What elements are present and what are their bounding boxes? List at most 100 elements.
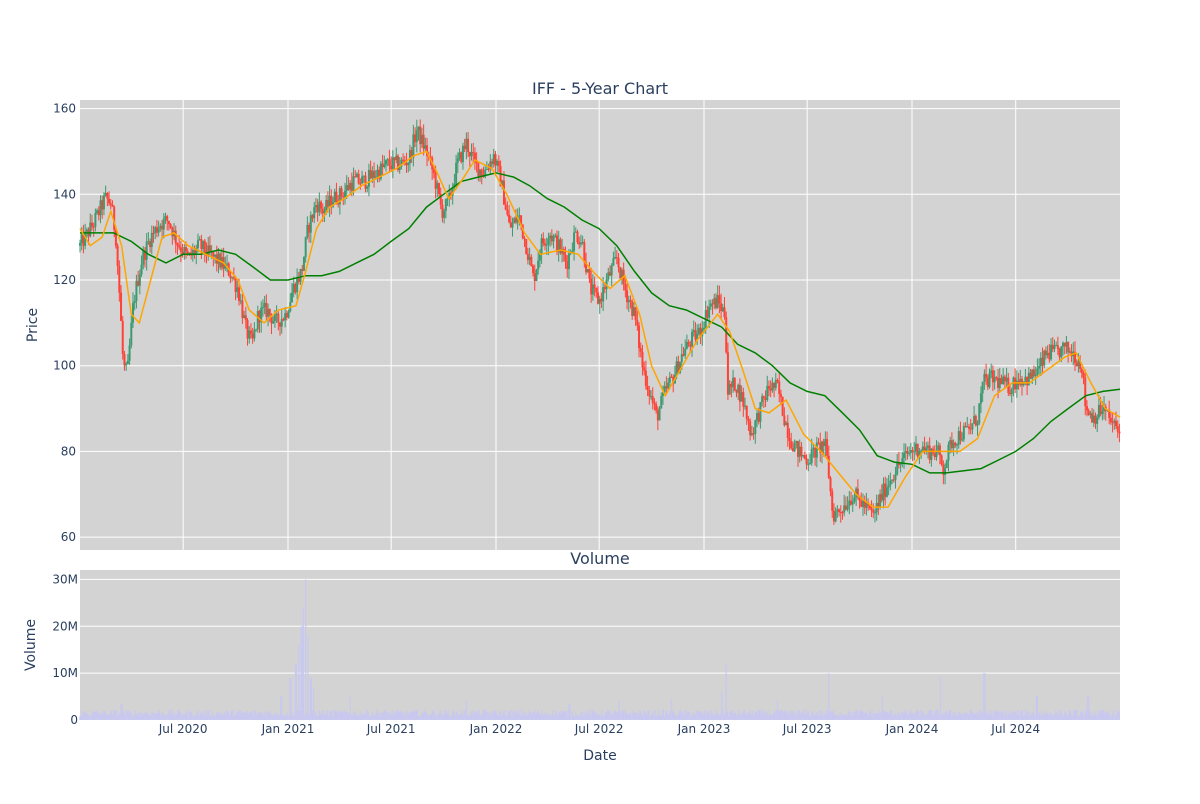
volume-bar [644, 712, 646, 720]
volume-bar [489, 712, 491, 720]
volume-bar [1104, 711, 1106, 720]
candle-body [1034, 374, 1037, 377]
volume-bar [539, 713, 542, 720]
candle-body [224, 264, 227, 269]
volume-bar [498, 710, 501, 720]
candle-body [680, 354, 683, 363]
candle-body [974, 415, 977, 426]
volume-bar [751, 710, 754, 720]
volume-bar [381, 713, 383, 720]
volume-bar [477, 711, 479, 720]
volume-bar [1029, 715, 1032, 720]
volume-bar [183, 714, 185, 720]
volume-bar [627, 714, 629, 720]
volume-bar [677, 713, 679, 720]
volume-bar [1035, 696, 1037, 720]
volume-bar [543, 714, 545, 720]
volume-bar [99, 712, 102, 720]
candle-body [595, 288, 598, 293]
volume-bar [649, 716, 651, 720]
candle-body [1005, 377, 1008, 382]
volume-bar [1091, 714, 1093, 720]
candle-body [555, 235, 558, 252]
volume-bar [323, 710, 325, 720]
volume-bar [955, 715, 958, 720]
volume-bar [423, 709, 425, 720]
volume-bar [530, 713, 532, 720]
candle-body [954, 442, 957, 446]
volume-bar [87, 715, 89, 720]
volume-bar [359, 711, 361, 720]
candle-body [439, 193, 442, 205]
volume-bar [529, 712, 531, 720]
volume-bar [988, 710, 991, 720]
volume-bar [791, 710, 793, 720]
volume-bar [660, 715, 662, 720]
candle-body [918, 451, 921, 457]
volume-bar [106, 715, 108, 720]
volume-bar [219, 714, 221, 720]
candle-body [713, 298, 716, 305]
candle-body [1096, 417, 1099, 424]
volume-bar [673, 711, 675, 720]
candle-body [877, 502, 880, 508]
volume-bar [705, 714, 707, 720]
candle-body [872, 510, 875, 513]
volume-bar [195, 713, 197, 720]
volume-bar [117, 716, 119, 720]
volume-bar [387, 712, 389, 720]
candle-body [844, 505, 847, 510]
candle-body [865, 502, 868, 508]
candle-body [320, 201, 323, 209]
volume-bar [1011, 714, 1013, 720]
volume-bar [915, 711, 918, 720]
candle-body [468, 151, 471, 157]
candle-body [638, 325, 641, 349]
candle-body [354, 176, 357, 178]
volume-bar [858, 710, 861, 720]
candle-body [101, 200, 104, 210]
volume-bar [582, 710, 584, 720]
candle-body [1044, 350, 1047, 356]
candle-body [108, 198, 111, 204]
candle-body [89, 222, 92, 237]
volume-bar [363, 714, 365, 720]
candle-body [116, 245, 119, 267]
volume-bar [143, 714, 145, 720]
volume-bar [1003, 716, 1005, 720]
candle-body [330, 195, 333, 207]
volume-bar [670, 698, 673, 720]
volume-bar [186, 709, 188, 720]
volume-bar [1093, 715, 1095, 720]
volume-bar [1069, 710, 1072, 720]
volume-bar [569, 703, 571, 720]
candle-body [396, 155, 399, 171]
candle-body [600, 298, 603, 302]
volume-bar [866, 713, 869, 720]
volume-bar [803, 709, 805, 720]
price-chart-title: IFF - 5-Year Chart [532, 79, 668, 98]
volume-bar [1114, 716, 1116, 720]
candle-body [997, 377, 1000, 388]
volume-bar [1109, 714, 1111, 720]
volume-bar [513, 711, 515, 720]
volume-bar [281, 696, 283, 720]
volume-bar [294, 663, 297, 720]
candle-body [829, 477, 832, 492]
candle-body [969, 428, 972, 430]
volume-bar [517, 713, 519, 720]
candle-body [798, 446, 801, 457]
volume-bar [140, 713, 143, 720]
volume-bar [545, 714, 547, 720]
volume-bar [208, 709, 210, 720]
candle-body [899, 463, 902, 465]
volume-bar [1108, 712, 1110, 720]
volume-bar [780, 709, 782, 720]
candle-body [1056, 345, 1059, 349]
date-x-tick-label: Jul 2022 [574, 722, 624, 736]
candle-body [868, 505, 871, 509]
candle-body [1099, 404, 1102, 415]
volume-bar [599, 713, 601, 720]
candle-body [988, 373, 991, 388]
volume-bar [881, 696, 883, 720]
